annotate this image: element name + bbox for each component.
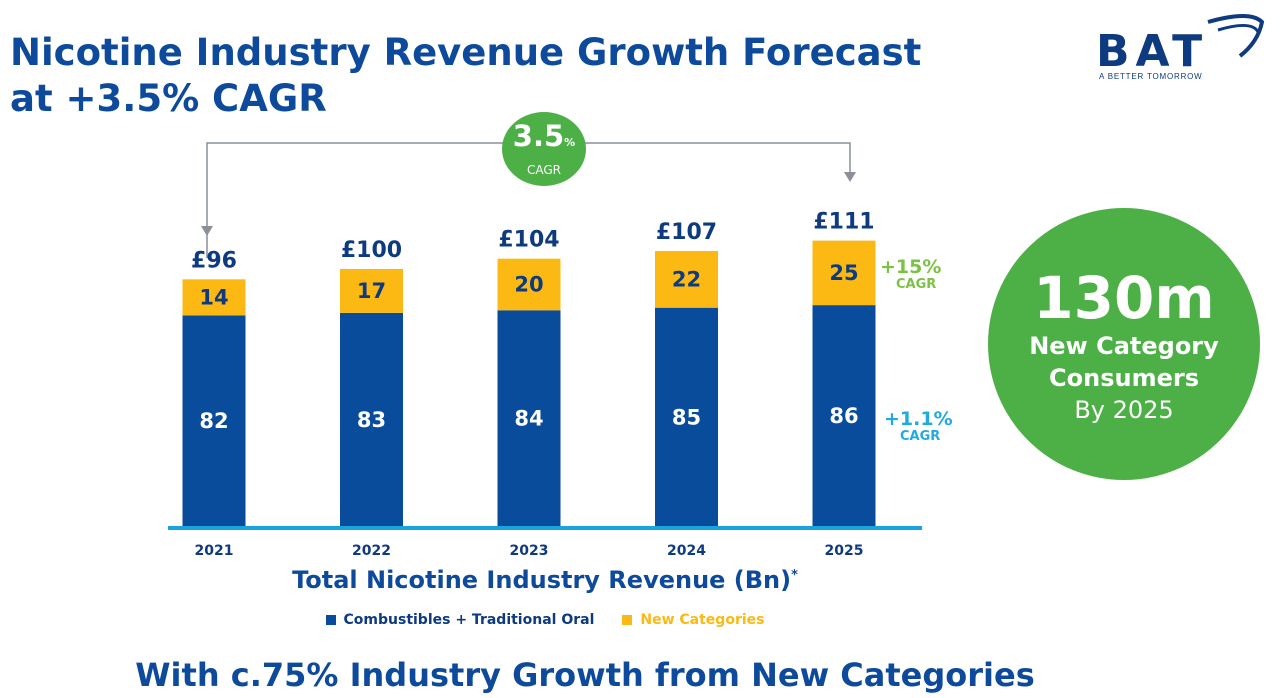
callout-line-2: Consumers — [1049, 364, 1199, 392]
callout-number: 130m — [1033, 264, 1215, 332]
bar-combustibles-2025 — [812, 305, 876, 527]
legend-item-combustibles: Combustibles + Traditional Oral — [325, 612, 595, 628]
cagr-badge-value: 3.5% — [512, 119, 576, 153]
new-categories-cagr-label: CAGR — [896, 277, 937, 292]
title-line-1: Nicotine Industry Revenue Growth Forecas… — [10, 31, 922, 74]
bar-new-categories-2022 — [340, 269, 403, 313]
logo-tagline: A BETTER TOMORROW — [1099, 72, 1203, 81]
bar-new-categories-2023 — [497, 258, 561, 311]
bar-chart: 82 14 £96 2021 83 17 £100 2022 84 20 £104 2023 85 22 £… — [168, 142, 922, 559]
bar-label-new-categories-2022: 17 — [357, 279, 386, 303]
combustibles-cagr-label: CAGR — [900, 429, 941, 444]
x-tick-2025: 2025 — [825, 543, 864, 559]
bar-combustibles-2023 — [497, 310, 561, 527]
cagr-bracket-arrow-left — [201, 226, 213, 236]
bar-new-categories-2024 — [655, 250, 718, 308]
x-tick-2021: 2021 — [195, 543, 234, 559]
title-line-2: at +3.5% CAGR — [10, 77, 327, 120]
bar-total-2025: £111 — [813, 210, 874, 235]
bar-total-2022: £100 — [341, 238, 402, 263]
cagr-badge-label: CAGR — [526, 163, 561, 177]
new-categories-cagr-value: +15% — [880, 256, 942, 278]
chart-title: Total Nicotine Industry Revenue (Bn)* — [292, 566, 798, 594]
legend-swatch-new-categories — [622, 615, 633, 625]
cagr-badge: 3.5% CAGR — [502, 112, 586, 186]
legend-label-combustibles: Combustibles + Traditional Oral — [343, 612, 595, 628]
x-tick-2022: 2022 — [352, 543, 391, 559]
new-categories-cagr: +15% CAGR — [880, 256, 941, 292]
bar-combustibles-2024 — [655, 307, 718, 527]
bar-label-new-categories-2021: 14 — [199, 285, 228, 309]
bar-combustibles-2022 — [340, 312, 403, 527]
bar-total-2023: £104 — [498, 228, 559, 253]
logo-swoosh-2 — [1217, 24, 1260, 33]
bar-total-2021: £96 — [191, 248, 237, 273]
bar-new-categories-2025 — [812, 240, 876, 306]
bar-label-combustibles-2021: 82 — [199, 409, 228, 433]
bar-label-combustibles-2022: 83 — [357, 408, 386, 432]
legend-item-new-categories: New Categories — [622, 612, 764, 628]
logo-swoosh-1 — [1207, 14, 1265, 58]
combustibles-cagr-value: +1.1% — [884, 408, 953, 430]
bar-label-new-categories-2025: 25 — [829, 261, 858, 285]
bar-combustibles-2021 — [182, 315, 246, 527]
x-tick-2023: 2023 — [510, 543, 549, 559]
bar-new-categories-2021 — [182, 279, 246, 316]
bar-label-combustibles-2023: 84 — [514, 407, 543, 431]
cagr-bracket-arrow-right — [844, 172, 856, 182]
chart-title-footnote: * — [791, 568, 798, 583]
legend-swatch-combustibles — [325, 615, 336, 625]
x-tick-2024: 2024 — [667, 543, 706, 559]
combustibles-cagr: +1.1% CAGR — [884, 408, 953, 444]
bar-total-2024: £107 — [656, 220, 717, 245]
bar-label-combustibles-2024: 85 — [672, 405, 701, 429]
page-title: Nicotine Industry Revenue Growth Forecas… — [10, 30, 921, 122]
bottom-headline: With c.75% Industry Growth from New Cate… — [135, 656, 1035, 694]
logo-wordmark: BAT — [1096, 26, 1208, 77]
bar-label-new-categories-2023: 20 — [514, 272, 543, 296]
legend-label-new-categories: New Categories — [640, 612, 765, 628]
bar-label-new-categories-2024: 22 — [672, 267, 701, 291]
consumers-callout: 130m New Category Consumers By 2025 — [988, 208, 1260, 480]
callout-line-3: By 2025 — [1074, 396, 1174, 424]
chart-legend: Combustibles + Traditional Oral New Cate… — [0, 612, 1090, 628]
bar-label-combustibles-2025: 86 — [829, 404, 858, 428]
bat-logo: BAT — [1096, 14, 1265, 77]
callout-line-1: New Category — [1029, 332, 1219, 360]
